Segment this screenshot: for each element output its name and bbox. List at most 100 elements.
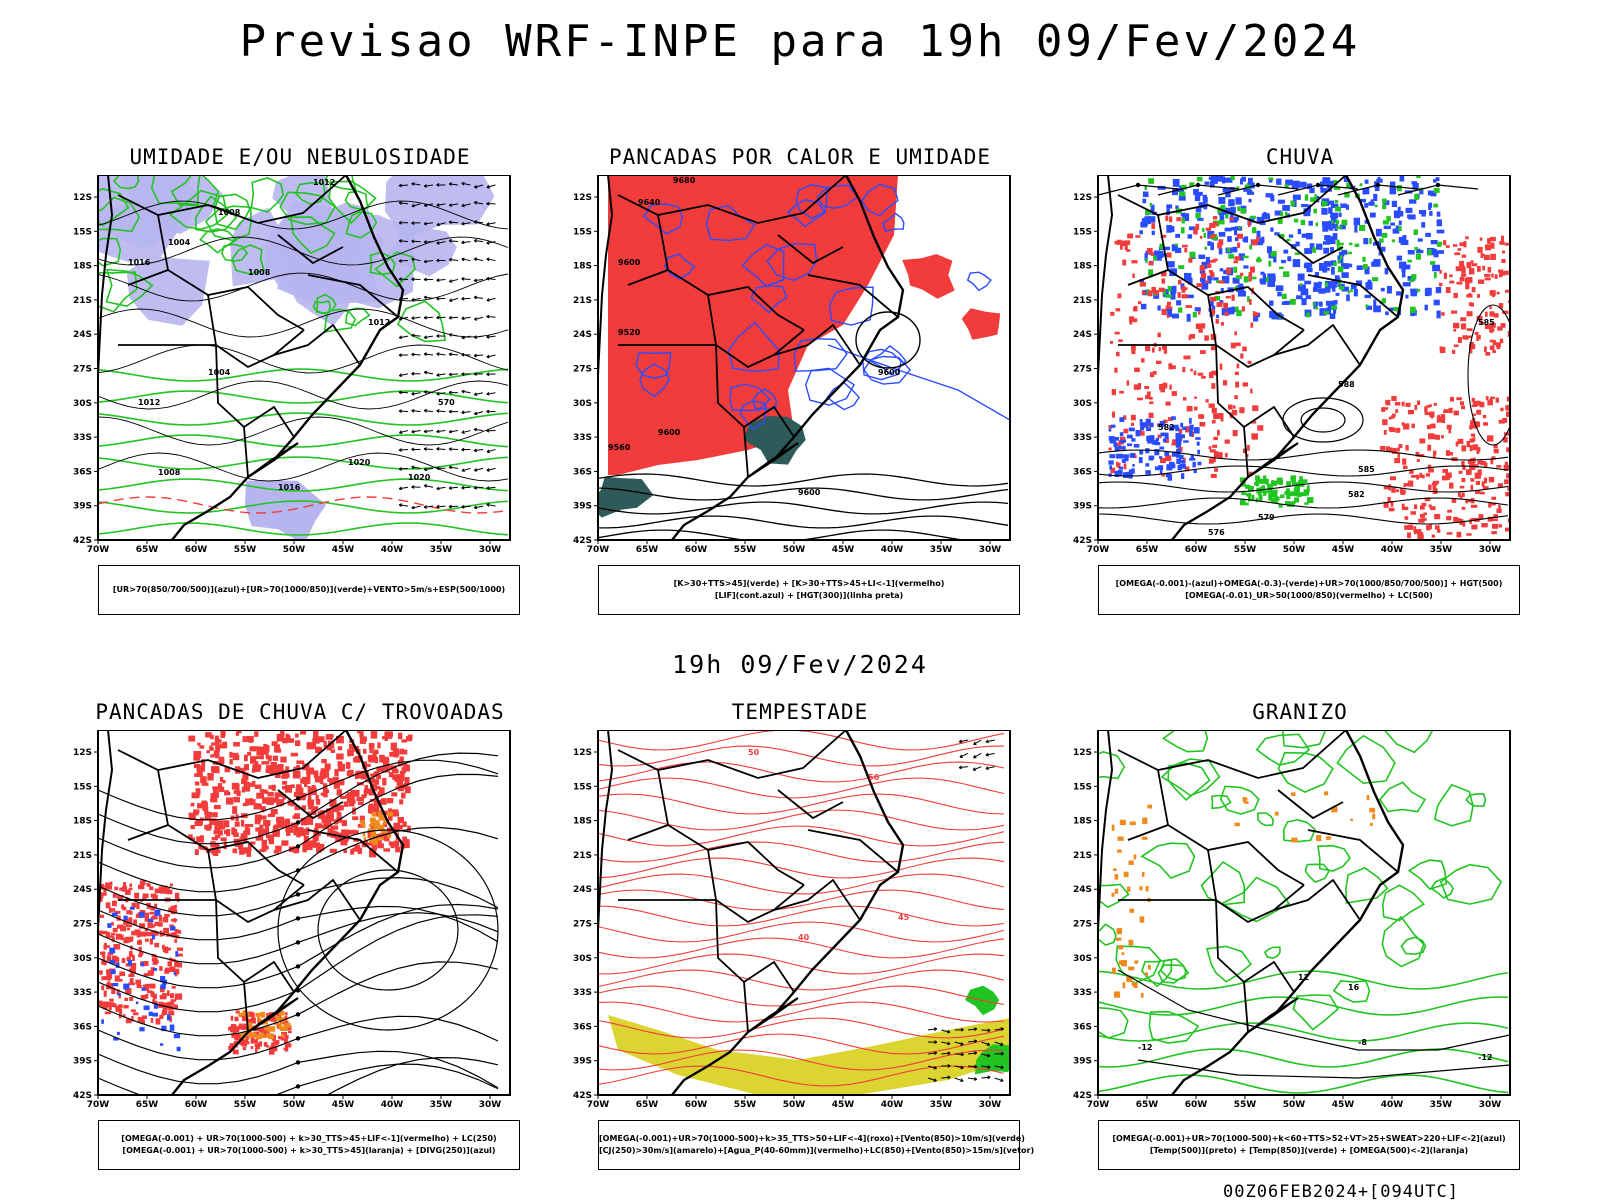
precip-cell: [1475, 480, 1481, 485]
panel-pancadas-trovoadas[interactable]: PANCADAS DE CHUVA C/ TROVOADAS 12S 15S 18S…: [60, 700, 540, 1180]
precip-cell: [1291, 480, 1295, 485]
map-umidade[interactable]: 1012100810041008101610201020570101210041…: [60, 175, 540, 565]
precip-cell: [139, 1027, 145, 1032]
contour-label: 12: [1298, 973, 1309, 982]
precip-cell: [1505, 491, 1510, 497]
precip-cell: [1194, 307, 1201, 312]
precip-cell: [1431, 423, 1436, 429]
precip-cell: [1391, 396, 1397, 401]
precip-cell: [377, 791, 383, 797]
panel-pancadas-calor[interactable]: PANCADAS POR CALOR E UMIDADE 9680 9640 960…: [560, 145, 1040, 625]
precip-cell: [1257, 425, 1264, 431]
pressure-isobar: [98, 452, 509, 482]
precip-cell: [116, 978, 123, 982]
panel-granizo[interactable]: GRANIZO -12 -12 16 12 -8 12S 15S 18S 21S 24S 27S 30…: [1060, 700, 1540, 1180]
precip-cell: [1355, 280, 1363, 286]
precip-cell: [141, 1015, 147, 1019]
precip-cell: [1459, 242, 1465, 247]
precipitable-water-contour: [598, 857, 1005, 879]
precip-cell: [1404, 516, 1409, 520]
precip-cell: [247, 1018, 254, 1023]
precip-cell: [1165, 294, 1172, 298]
wind-vector: [967, 1027, 978, 1032]
precip-cell: [1265, 277, 1269, 282]
country-border: [1307, 274, 1399, 318]
map-pancadas-calor[interactable]: 9680964096009520956096009600960012S15S18…: [560, 175, 1040, 565]
precip-cell: [1409, 278, 1414, 283]
wind-vector: [423, 259, 434, 264]
precip-cell: [1133, 305, 1138, 310]
precip-cell: [1176, 458, 1182, 464]
country-border: [617, 730, 847, 779]
precip-cell: [1119, 471, 1123, 477]
map-chuva[interactable]: 58858558257957658558212S15S18S21S24S27S3…: [1060, 175, 1540, 565]
lat-label: 21S: [573, 296, 592, 306]
lon-label: 70W: [587, 545, 610, 555]
wind-vector: [473, 257, 484, 262]
wind-vector: [981, 1028, 991, 1033]
precip-cell: [329, 799, 337, 807]
precip-cell: [1328, 220, 1335, 227]
precip-cell: [1181, 459, 1186, 464]
precip-cell: [128, 982, 135, 986]
precip-cell: [273, 1040, 279, 1046]
panel-tempestade[interactable]: TEMPESTADE 50 40 50 45 12S 15S 18S 21S 24S 27S 30S…: [560, 700, 1040, 1180]
precip-cell: [1436, 211, 1441, 217]
precip-cell: [307, 786, 311, 794]
precip-cell: [270, 809, 278, 815]
precip-cell: [1398, 226, 1402, 232]
precip-cell: [1305, 492, 1310, 496]
humidity-low-contour: [328, 180, 377, 224]
lat-label: 15S: [73, 227, 92, 237]
precip-cell: [355, 770, 363, 779]
precip-cell: [1119, 245, 1123, 250]
precip-cell: [226, 828, 231, 837]
lat-label: 12S: [1073, 193, 1092, 203]
precip-cell: [1230, 342, 1236, 349]
precip-cell: [1261, 213, 1270, 220]
precip-cell: [113, 1037, 119, 1041]
lat-label: 36S: [1073, 1022, 1092, 1032]
precip-cell: [230, 1015, 234, 1021]
precip-cell: [1411, 423, 1415, 429]
precip-cell: [1380, 445, 1386, 451]
precip-cell: [151, 957, 158, 962]
precip-cell: [1118, 960, 1125, 965]
precip-cell: [394, 840, 400, 848]
lat-label: 18S: [1073, 817, 1092, 827]
precip-cell: [170, 999, 177, 1002]
precip-cell: [155, 931, 159, 936]
panel-chuva[interactable]: CHUVA 588 585 582 579 576 585 582 12S 15S 18S 21S 2…: [1060, 145, 1540, 625]
coastline: [1171, 730, 1405, 1095]
panel-umidade[interactable]: UMIDADE E/OU NEBULOSIDADE 1012 1008 1004 10…: [60, 145, 540, 625]
precip-cell: [101, 976, 105, 981]
precip-cell: [1505, 527, 1510, 532]
wind-vector: [461, 505, 471, 509]
precip-cell: [1184, 466, 1190, 472]
precip-cell: [147, 990, 153, 994]
precip-cell: [1235, 381, 1240, 388]
precip-cell: [222, 741, 228, 749]
precip-cell: [336, 735, 344, 744]
precip-cell: [173, 971, 177, 975]
map-tempestade[interactable]: 5040504512S15S18S21S24S27S30S33S36S39S42…: [560, 730, 1040, 1120]
country-border: [773, 878, 861, 921]
lon-label: 55W: [234, 545, 257, 555]
precip-cell: [123, 881, 127, 888]
coastline: [1098, 730, 1114, 931]
precip-cell: [1196, 176, 1203, 182]
precip-cell: [368, 743, 375, 750]
lat-label: 24S: [1073, 330, 1092, 340]
precip-cell: [1205, 280, 1209, 283]
precip-cell: [1424, 406, 1428, 413]
map-granizo[interactable]: -12-121612-812S15S18S21S24S27S30S33S36S3…: [1060, 730, 1540, 1120]
precip-cell: [1322, 266, 1328, 273]
precip-cell: [1446, 424, 1452, 430]
wind-vector: [927, 1040, 938, 1045]
precip-cell: [1304, 248, 1313, 254]
precip-cell: [1489, 290, 1496, 296]
precip-cell: [1145, 972, 1149, 977]
precip-cell: [1193, 370, 1197, 376]
precip-cell: [1386, 215, 1391, 222]
